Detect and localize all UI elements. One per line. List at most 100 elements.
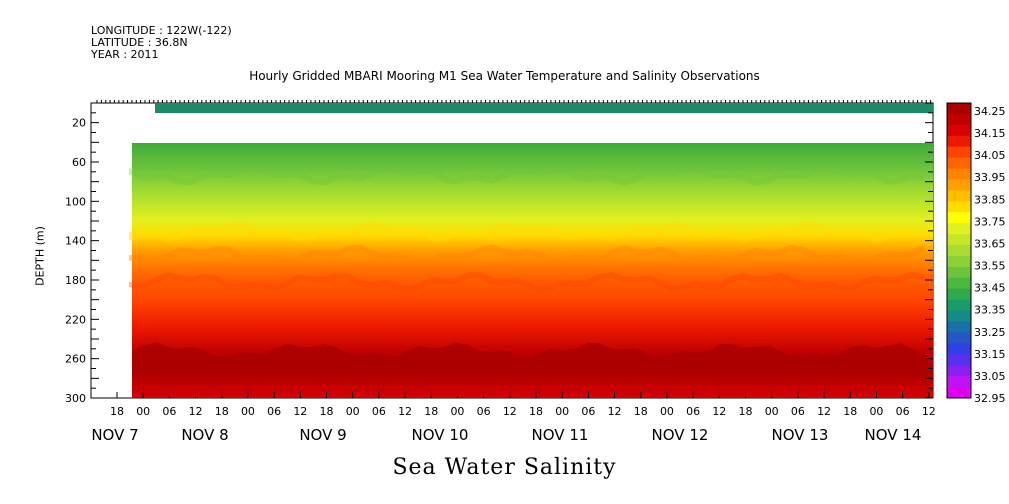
- colorbar-swatch: [947, 310, 971, 323]
- salinity-field-details: [129, 163, 933, 374]
- salinity-contour-band: [129, 220, 925, 244]
- colorbar-swatch: [947, 299, 971, 312]
- colorbar-swatch: [947, 365, 971, 377]
- day-label: NOV 10: [412, 426, 469, 444]
- salinity-contour-band: [129, 244, 926, 266]
- x-tick-label: 12: [189, 405, 203, 418]
- x-tick-label: 06: [477, 405, 491, 418]
- colorbar-label: 33.95: [974, 171, 1006, 184]
- x-tick-label: 12: [503, 405, 517, 418]
- y-tick-label: 140: [65, 235, 86, 248]
- colorbar-label: 33.05: [974, 370, 1006, 383]
- longitude-label: LONGITUDE : 122W(-122): [91, 24, 232, 37]
- day-label: NOV 9: [299, 426, 346, 444]
- colorbar-swatch: [947, 343, 971, 355]
- colorbar-label: 33.15: [974, 348, 1006, 361]
- x-tick-label: 18: [424, 405, 438, 418]
- x-tick-label: 06: [791, 405, 805, 418]
- colorbar-frame: [946, 102, 972, 399]
- colorbar-swatch: [947, 146, 971, 159]
- x-tick-label: 18: [110, 405, 124, 418]
- colorbar-swatch: [947, 212, 971, 224]
- x-tick-label: 18: [215, 405, 229, 418]
- y-tick-label: 220: [65, 313, 86, 326]
- x-tick-label: 12: [293, 405, 307, 418]
- colorbar-swatch: [947, 288, 971, 301]
- day-label: NOV 7: [91, 426, 138, 444]
- x-tick-label: 12: [817, 405, 831, 418]
- colorbar-swatch: [947, 277, 971, 290]
- colorbar-label: 33.35: [974, 304, 1006, 317]
- colorbar-label: 33.45: [974, 282, 1006, 295]
- x-tick-label: 18: [634, 405, 648, 418]
- x-tick-label: 06: [267, 405, 281, 418]
- x-tick-label: 00: [765, 405, 779, 418]
- colorbar-swatch: [947, 245, 971, 257]
- y-tick-label: 60: [72, 156, 86, 169]
- colorbar-label: 33.85: [974, 193, 1006, 206]
- x-axis-title: Sea Water Salinity: [392, 455, 617, 480]
- day-label: NOV 11: [532, 426, 589, 444]
- x-tick-label: 18: [739, 405, 753, 418]
- colorbar-swatch: [947, 201, 971, 213]
- x-tick-label: 06: [162, 405, 176, 418]
- colorbar-swatch: [947, 113, 971, 126]
- colorbar-label: 34.15: [974, 127, 1006, 140]
- salinity-contour-band: [129, 271, 925, 294]
- colorbar-swatch: [947, 135, 971, 148]
- x-tick-label: 06: [581, 405, 595, 418]
- colorbar-label: 33.75: [974, 215, 1006, 228]
- x-tick-label: 00: [241, 405, 255, 418]
- colorbar-label: 32.95: [974, 392, 1006, 405]
- y-tick-label: 100: [65, 195, 86, 208]
- year-label: YEAR : 2011: [91, 48, 159, 61]
- colorbar-swatch: [947, 168, 971, 180]
- colorbar-swatch: [947, 179, 971, 191]
- colorbar-swatch: [947, 266, 971, 279]
- x-tick-label: 12: [398, 405, 412, 418]
- colorbar-swatch: [947, 234, 971, 246]
- colorbar-label: 33.55: [974, 260, 1006, 273]
- salinity-contour-band: [132, 342, 933, 374]
- y-axis: 20 60 100 140 180 220 260 300: [65, 102, 933, 405]
- colorbar: 34.25 34.15 34.05 33.95 33.85 33.75 33.65 33.55…: [946, 102, 1006, 405]
- colorbar-swatch: [947, 255, 971, 268]
- x-tick-label: 06: [896, 405, 910, 418]
- x-tick-label: 12: [712, 405, 726, 418]
- x-tick-label: 00: [555, 405, 569, 418]
- y-tick-label: 300: [65, 392, 86, 405]
- colorbar-swatch: [947, 223, 971, 235]
- day-label: NOV 8: [181, 426, 228, 444]
- x-tick-label: 06: [372, 405, 386, 418]
- colorbar-swatch: [947, 332, 971, 344]
- colorbar-swatch: [947, 124, 971, 137]
- day-label: NOV 12: [652, 426, 709, 444]
- day-label: NOV 13: [772, 426, 829, 444]
- colorbar-swatch: [947, 387, 971, 399]
- x-axis: 18 00 06 12 18 00 06 12 18 00 06 12 18 00 06 12 18 00 06 12…: [91, 100, 936, 444]
- day-label: NOV 14: [865, 426, 922, 444]
- colorbar-label: 34.25: [974, 105, 1006, 118]
- x-tick-label: 00: [136, 405, 150, 418]
- x-tick-label: 18: [529, 405, 543, 418]
- colorbar-swatch: [947, 321, 971, 333]
- x-tick-label: 18: [843, 405, 857, 418]
- x-tick-label: 00: [346, 405, 360, 418]
- x-tick-label: 00: [660, 405, 674, 418]
- colorbar-swatch: [947, 157, 971, 170]
- colorbar-label: 33.25: [974, 326, 1006, 339]
- latitude-label: LATITUDE : 36.8N: [91, 36, 188, 49]
- y-tick-label: 20: [72, 117, 86, 130]
- x-tick-label: 06: [686, 405, 700, 418]
- colorbar-swatch: [947, 354, 971, 366]
- colorbar-label: 33.65: [974, 237, 1006, 250]
- x-tick-label: 00: [869, 405, 883, 418]
- x-tick-label: 18: [320, 405, 334, 418]
- colorbar-label: 34.05: [974, 149, 1006, 162]
- y-tick-label: 180: [65, 274, 86, 287]
- salinity-contour-band: [129, 163, 925, 186]
- colorbar-swatch: [947, 190, 971, 202]
- x-tick-label: 12: [922, 405, 936, 418]
- colorbar-swatch: [947, 376, 971, 388]
